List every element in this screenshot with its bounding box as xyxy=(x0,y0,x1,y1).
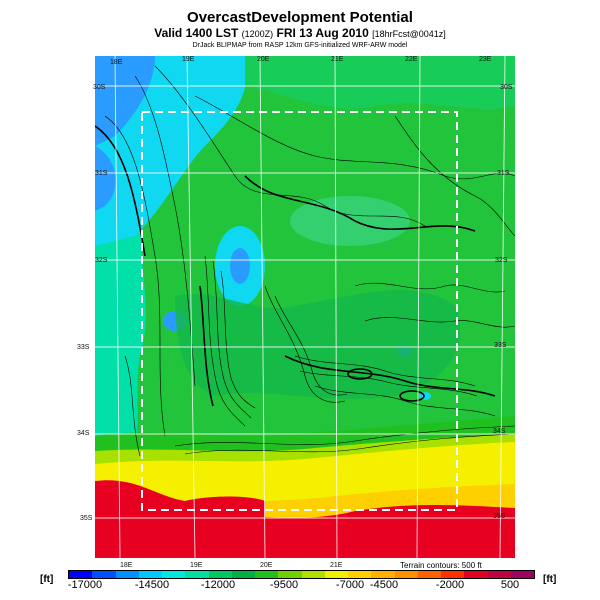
valid-time: Valid 1400 LST (1200Z) FRI 13 Aug 2010 [… xyxy=(0,26,600,40)
colorbar-unit-left: [ft] xyxy=(40,574,54,585)
lat-label-right-35s: 35S xyxy=(493,513,506,520)
forecast-info: [18hrFcst@0041z] xyxy=(372,29,446,39)
lon-label-bottom-21e: 21E xyxy=(330,562,343,569)
lat-label-left-31s: 31S xyxy=(95,170,108,177)
colorbar-swatch xyxy=(185,571,209,578)
lat-label-left-34s: 34S xyxy=(77,430,90,437)
colorbar-swatch xyxy=(278,571,302,578)
colorbar-swatch xyxy=(441,571,465,578)
colorbar-swatch xyxy=(394,571,418,578)
lat-label-left-35s: 35S xyxy=(80,515,93,522)
lon-label-top-20e: 20E xyxy=(257,56,270,63)
lat-label-right-32s: 32S xyxy=(495,257,508,264)
lat-label-left-33s: 33S xyxy=(77,344,90,351)
colorbar-swatch xyxy=(69,571,93,578)
colorbar-label: -14500 xyxy=(134,579,170,591)
colorbar-swatch xyxy=(301,571,325,578)
colorbar-swatch xyxy=(138,571,162,578)
colorbar-swatch xyxy=(510,571,534,578)
light-patch-1 xyxy=(290,196,410,246)
colorbar-label: -17000 xyxy=(67,579,103,591)
valid-label: Valid 1400 LST xyxy=(154,26,239,40)
terrain-contours xyxy=(104,65,515,457)
north-band xyxy=(245,56,515,109)
colorbar-swatch xyxy=(208,571,232,578)
colorbar-label: -12000 xyxy=(200,579,236,591)
lon-label-top-21e: 21E xyxy=(331,56,344,63)
lat-label-right-30s: 30S xyxy=(500,84,513,91)
lat-label-left-32s: 32S xyxy=(95,257,108,264)
colorbar-swatch xyxy=(162,571,186,578)
colorbar-label: 500 xyxy=(500,579,520,591)
colorbar-label: -2000 xyxy=(435,579,465,591)
colorbar-swatch xyxy=(231,571,255,578)
colorbar-label: -4500 xyxy=(369,579,399,591)
map-canvas xyxy=(95,56,515,558)
lon-label-bottom-20e: 20E xyxy=(260,562,273,569)
colorbar-swatch xyxy=(464,571,488,578)
valid-date: FRI 13 Aug 2010 xyxy=(276,26,369,40)
lon-label-top-19e: 19E xyxy=(182,56,195,63)
blue-region-nw xyxy=(95,56,155,146)
colorbar-label: -9500 xyxy=(269,579,299,591)
forecast-map[interactable] xyxy=(95,56,515,558)
colorbar-swatch xyxy=(487,571,511,578)
lon-label-top-18e: 18E xyxy=(110,59,123,66)
map-title: OvercastDevelopment Potential xyxy=(187,9,413,26)
graticule xyxy=(95,56,515,558)
colorbar-swatch xyxy=(417,571,441,578)
colorbar-swatch xyxy=(115,571,139,578)
colorbar xyxy=(68,570,535,579)
lat-label-right-33s: 33S xyxy=(494,342,507,349)
source-line: DrJack BLIPMAP from RASP 12km GFS-initia… xyxy=(192,42,408,49)
blue-patch-center xyxy=(230,248,250,284)
lon-label-top-22e: 22E xyxy=(405,56,418,63)
terrain-contours-note: Terrain contours: 500 ft xyxy=(400,561,482,570)
lat-label-left-30s: 30S xyxy=(93,84,106,91)
colorbar-swatch xyxy=(348,571,372,578)
blue-region-west xyxy=(95,146,116,211)
lat-label-right-34s: 34S xyxy=(493,428,506,435)
colorbar-swatch xyxy=(92,571,116,578)
colorbar-swatch xyxy=(324,571,348,578)
lon-label-bottom-19e: 19E xyxy=(190,562,203,569)
inner-domain-box xyxy=(141,111,458,511)
lat-label-right-31s: 31S xyxy=(497,170,510,177)
colorbar-unit-right: [ft] xyxy=(543,574,557,585)
colorbar-swatch xyxy=(255,571,279,578)
lon-label-bottom-18e: 18E xyxy=(120,562,133,569)
colorbar-label: -7000 xyxy=(335,579,365,591)
lon-label-top-23e: 23E xyxy=(479,56,492,63)
interior-band xyxy=(175,290,461,399)
colorbar-swatch xyxy=(371,571,395,578)
utc-time: (1200Z) xyxy=(241,29,274,39)
